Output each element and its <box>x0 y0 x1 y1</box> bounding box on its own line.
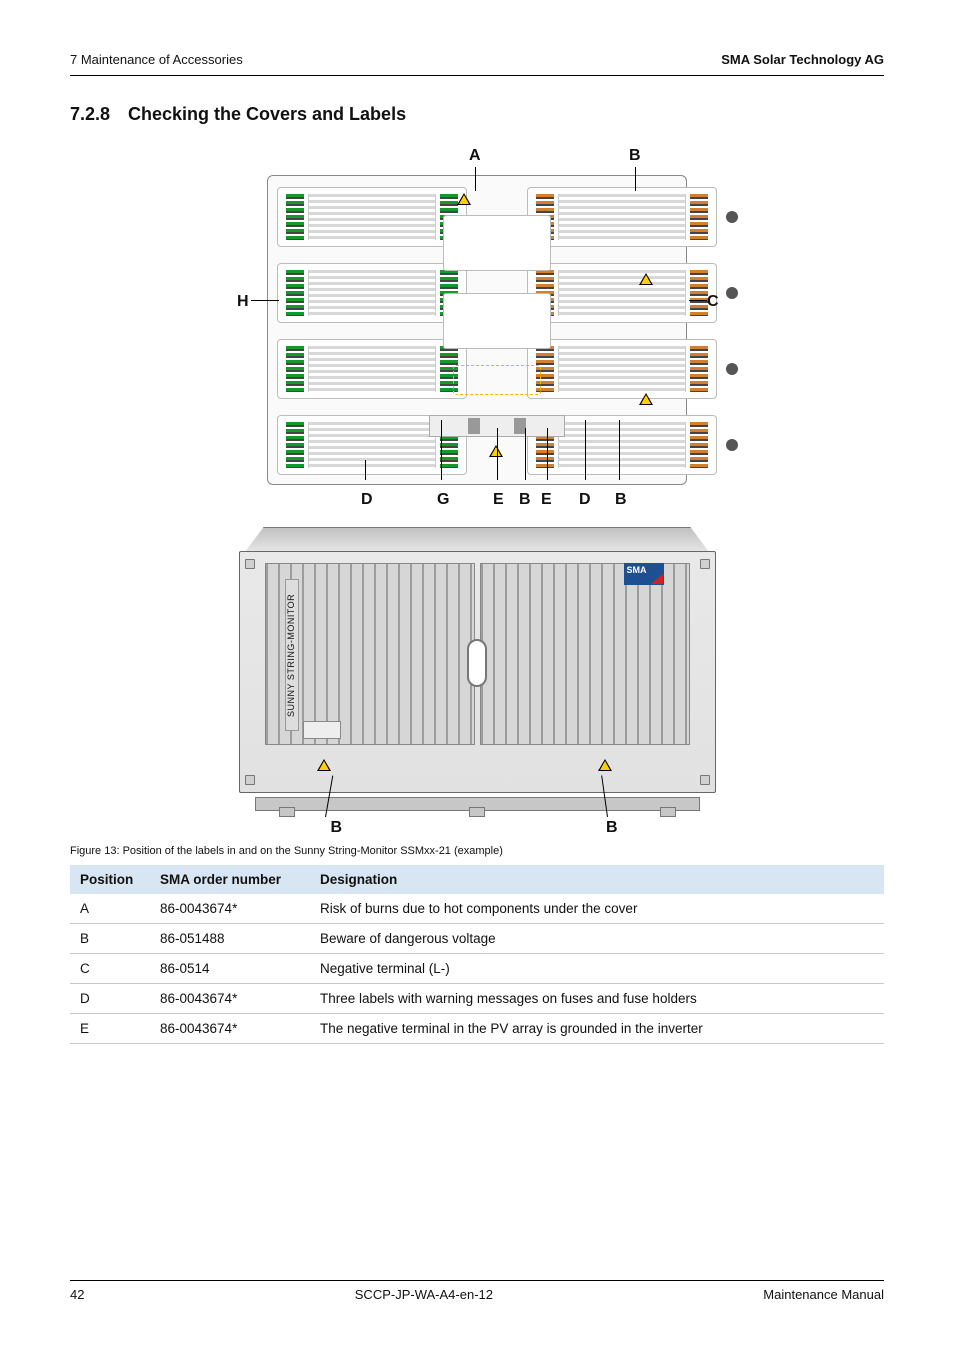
product-side-label: SUNNY STRING-MONITOR <box>285 579 299 731</box>
table-row: D86-0043674*Three labels with warning me… <box>70 984 884 1014</box>
section-heading: 7.2.8Checking the Covers and Labels <box>70 104 884 125</box>
section-number: 7.2.8 <box>70 104 128 125</box>
screw-icon <box>245 775 255 785</box>
warning-triangle-icon <box>489 445 503 457</box>
center-module <box>443 215 551 271</box>
terminal-block <box>277 263 467 323</box>
callout-label-b: B <box>629 147 641 165</box>
callout-label-e: E <box>493 491 504 509</box>
header-left: 7 Maintenance of Accessories <box>70 52 243 67</box>
doc-id: SCCP-JP-WA-A4-en-12 <box>355 1287 493 1302</box>
table-cell: E <box>70 1014 150 1044</box>
doc-type: Maintenance Manual <box>763 1287 884 1302</box>
callout-label-b: B <box>519 491 531 509</box>
callout-label-b: B <box>615 491 627 509</box>
table-cell: Three labels with warning messages on fu… <box>310 984 884 1014</box>
left-terminal-column <box>277 187 467 491</box>
callout-label-d: D <box>361 491 373 509</box>
col-designation: Designation <box>310 865 884 894</box>
enclosure-diagram: SMA SUNNY STRING-MONITOR B B <box>235 527 720 817</box>
table-cell: B <box>70 924 150 954</box>
leader-line <box>475 167 476 191</box>
page-number: 42 <box>70 1287 84 1302</box>
header-rule <box>70 75 884 76</box>
table-row: E86-0043674*The negative terminal in the… <box>70 1014 884 1044</box>
figure-container: A B H C D G E B E D B SMA SUNNY <box>70 145 884 817</box>
footer-rule <box>70 1280 884 1281</box>
callout-label-h: H <box>237 293 249 311</box>
page-footer: 42 SCCP-JP-WA-A4-en-12 Maintenance Manua… <box>70 1280 884 1302</box>
header-right: SMA Solar Technology AG <box>721 52 884 67</box>
callout-label-d: D <box>579 491 591 509</box>
warning-triangle-icon <box>598 759 612 771</box>
vent-grille-right <box>480 563 690 745</box>
door-handle <box>467 639 487 687</box>
section-title-text: Checking the Covers and Labels <box>128 104 406 124</box>
enclosure-roof <box>235 527 720 553</box>
table-cell: A <box>70 894 150 924</box>
leader-line-cluster <box>357 492 637 493</box>
leader-line <box>689 300 707 301</box>
enclosure-foot <box>279 807 295 817</box>
callout-label-c: C <box>707 293 719 311</box>
leader-line <box>635 167 636 191</box>
terminal-block <box>277 339 467 399</box>
table-row: C86-0514Negative terminal (L-) <box>70 954 884 984</box>
table-row: B86-051488Beware of dangerous voltage <box>70 924 884 954</box>
terminal-block <box>277 187 467 247</box>
internal-layout-diagram: A B H C D G E B E D B <box>227 145 727 515</box>
type-plate <box>303 721 341 739</box>
warning-triangle-icon <box>639 273 653 285</box>
col-order-number: SMA order number <box>150 865 310 894</box>
enclosure-foot <box>469 807 485 817</box>
table-row: A86-0043674*Risk of burns due to hot com… <box>70 894 884 924</box>
figure-caption: Figure 13: Position of the labels in and… <box>70 845 884 857</box>
table-cell: C <box>70 954 150 984</box>
table-cell: Negative terminal (L-) <box>310 954 884 984</box>
enclosure-foot <box>660 807 676 817</box>
leader-line <box>251 300 279 301</box>
table-cell: 86-0043674* <box>150 984 310 1014</box>
sma-logo: SMA <box>624 563 664 585</box>
table-cell: The negative terminal in the PV array is… <box>310 1014 884 1044</box>
warning-triangle-icon <box>457 193 471 205</box>
screw-icon <box>700 559 710 569</box>
center-module <box>443 293 551 349</box>
table-cell: Beware of dangerous voltage <box>310 924 884 954</box>
callout-label-e: E <box>541 491 552 509</box>
callout-label-b: B <box>606 819 618 837</box>
screw-icon <box>245 559 255 569</box>
warning-triangle-icon <box>639 393 653 405</box>
right-terminal-column <box>527 187 717 491</box>
screw-icon <box>700 775 710 785</box>
table-header-row: Position SMA order number Designation <box>70 865 884 894</box>
terminal-block <box>527 263 717 323</box>
table-cell: 86-0043674* <box>150 1014 310 1044</box>
terminal-block <box>527 187 717 247</box>
warning-triangle-icon <box>317 759 331 771</box>
table-cell: 86-0043674* <box>150 894 310 924</box>
table-cell: 86-0514 <box>150 954 310 984</box>
table-cell: Risk of burns due to hot components unde… <box>310 894 884 924</box>
table-cell: 86-051488 <box>150 924 310 954</box>
label-table: Position SMA order number Designation A8… <box>70 865 884 1044</box>
highlighted-area <box>453 365 541 395</box>
callout-label-b: B <box>331 819 343 837</box>
callout-label-a: A <box>469 147 481 165</box>
table-cell: D <box>70 984 150 1014</box>
terminal-block <box>527 339 717 399</box>
callout-label-g: G <box>437 491 449 509</box>
col-position: Position <box>70 865 150 894</box>
